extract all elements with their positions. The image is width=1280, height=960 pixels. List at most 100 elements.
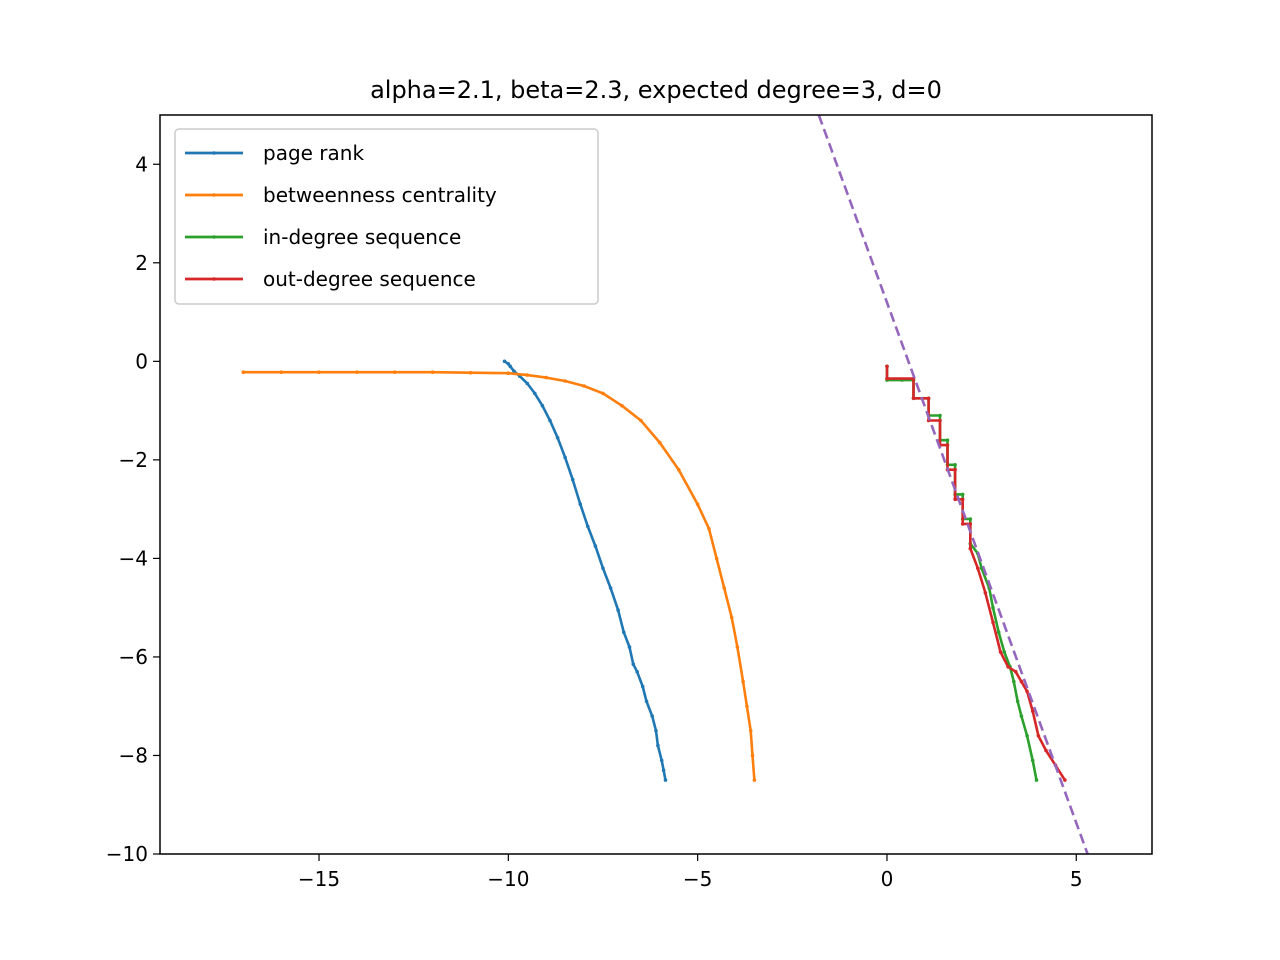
series-out-degree-sequence-point (953, 467, 957, 472)
series-betweenness-centrality-point (601, 391, 605, 396)
series-betweenness-centrality-point (582, 384, 586, 388)
series-page-rank-point (548, 418, 552, 423)
series-betweenness-centrality-point (525, 373, 530, 377)
x-tick-label: 0 (881, 867, 894, 891)
series-in-degree-sequence-point (991, 605, 995, 610)
series-out-degree-sequence-point (926, 396, 931, 401)
legend-label: in-degree sequence (263, 225, 461, 249)
legend-label: page rank (263, 141, 364, 165)
series-in-degree-sequence-point (1030, 758, 1035, 763)
series-out-degree-sequence-point (911, 396, 916, 401)
x-tick-label: −5 (683, 867, 712, 891)
series-betweenness-centrality-point (729, 615, 734, 620)
series-page-rank-point (508, 364, 512, 369)
series-page-rank-point (654, 729, 658, 733)
series-out-degree-sequence-point (968, 522, 973, 526)
series-betweenness-centrality-point (620, 403, 624, 408)
series-out-degree-sequence-point (998, 650, 1003, 654)
series-out-degree-sequence-point (960, 497, 965, 502)
series-out-degree-sequence-point (1025, 689, 1029, 694)
series-out-degree-sequence-point (976, 566, 980, 571)
series-betweenness-centrality-point (317, 370, 321, 375)
series-in-degree-sequence-point (960, 492, 965, 497)
y-tick-label: −6 (119, 645, 148, 669)
series-page-rank-point (640, 684, 645, 689)
series-page-rank-point (656, 743, 660, 748)
series-betweenness-centrality-point (563, 379, 567, 383)
y-tick-label: −2 (119, 448, 148, 472)
series-page-rank-point (601, 566, 605, 571)
series-page-rank-point (622, 630, 626, 635)
series-betweenness-centrality-point (695, 502, 700, 507)
series-page-rank-point (563, 455, 567, 460)
plot-area-frame (159, 114, 1153, 855)
series-page-rank-point (533, 391, 537, 396)
series-page-rank-point (506, 362, 511, 366)
series-out-degree-sequence-point (968, 546, 973, 551)
series-betweenness-centrality-point (355, 370, 359, 375)
series-page-rank-point (644, 699, 649, 704)
series-in-degree-sequence-point (1002, 650, 1007, 654)
y-tick-label: −4 (119, 546, 148, 570)
series-page-rank-point (502, 359, 507, 364)
series-out-degree-sequence-point (885, 376, 889, 381)
y-tick-label: 4 (135, 152, 148, 176)
x-tick-label: 5 (1070, 867, 1083, 891)
series-out-degree-sequence-point (1044, 748, 1048, 753)
series-page-rank-point (616, 608, 620, 612)
series-betweenness-centrality-point (506, 371, 511, 376)
series-betweenness-centrality-point (279, 370, 284, 375)
series-page-rank-point (512, 369, 516, 374)
series-betweenness-centrality-point (745, 704, 749, 708)
series-page-rank-point (663, 778, 668, 782)
legend-label: out-degree sequence (263, 267, 476, 291)
series-in-degree-sequence-point (1025, 734, 1029, 738)
series-betweenness-centrality-point (241, 370, 246, 375)
series-in-degree-sequence-point (1012, 679, 1016, 684)
chart-title: alpha=2.1, beta=2.3, expected degree=3, … (370, 76, 942, 104)
series-page-rank-point (586, 524, 590, 529)
series-layer (241, 115, 1089, 854)
series-betweenness-centrality-point (676, 467, 681, 472)
series-in-degree-sequence-point (1015, 699, 1020, 704)
series-out-degree-sequence-point (960, 522, 965, 526)
series-betweenness-centrality-point (750, 753, 755, 758)
series-betweenness-centrality-point (741, 679, 745, 684)
series-page-rank-point (540, 403, 545, 408)
series-betweenness-centrality-point (658, 440, 662, 445)
series-out-degree-sequence-point (953, 497, 957, 502)
series-out-degree-sequence-point (1013, 669, 1018, 674)
series-page-rank-point (631, 662, 636, 667)
series-in-degree-sequence-point (996, 630, 1001, 635)
series-in-degree-sequence-point (953, 463, 957, 467)
y-tick-label: −10 (106, 842, 148, 866)
series-out-degree-sequence-point (938, 418, 942, 423)
legend: page rank betweenness centrality in-degree… (174, 128, 599, 305)
series-fit-line-line (817, 115, 1089, 854)
series-page-rank-point (627, 645, 632, 649)
series-page-rank-point (555, 435, 560, 440)
series-betweenness-centrality-point (714, 556, 719, 561)
series-betweenness-centrality-point (707, 527, 711, 531)
series-out-degree-sequence-point (1006, 665, 1010, 669)
series-betweenness-centrality-point (392, 370, 397, 375)
series-page-rank-point (635, 669, 639, 674)
series-page-rank-point (570, 477, 575, 482)
legend-marker (212, 151, 216, 155)
series-page-rank-point (578, 502, 583, 507)
series-betweenness-centrality-point (430, 370, 435, 375)
series-betweenness-centrality-point (468, 370, 473, 375)
series-betweenness-centrality-point (722, 586, 726, 590)
series-out-degree-sequence-point (1036, 734, 1041, 738)
series-in-degree-sequence-point (1034, 778, 1039, 782)
x-tick-label: −10 (487, 867, 529, 891)
series-in-degree-sequence-point (1019, 714, 1024, 718)
series-page-rank-point (608, 586, 613, 590)
legend-marker (212, 193, 216, 197)
series-out-degree-sequence-point (1019, 679, 1024, 684)
series-betweenness-centrality-point (752, 778, 757, 782)
series-page-rank-point (593, 544, 598, 548)
series-page-rank-point (525, 381, 530, 386)
series-out-degree-sequence-point (885, 364, 889, 369)
